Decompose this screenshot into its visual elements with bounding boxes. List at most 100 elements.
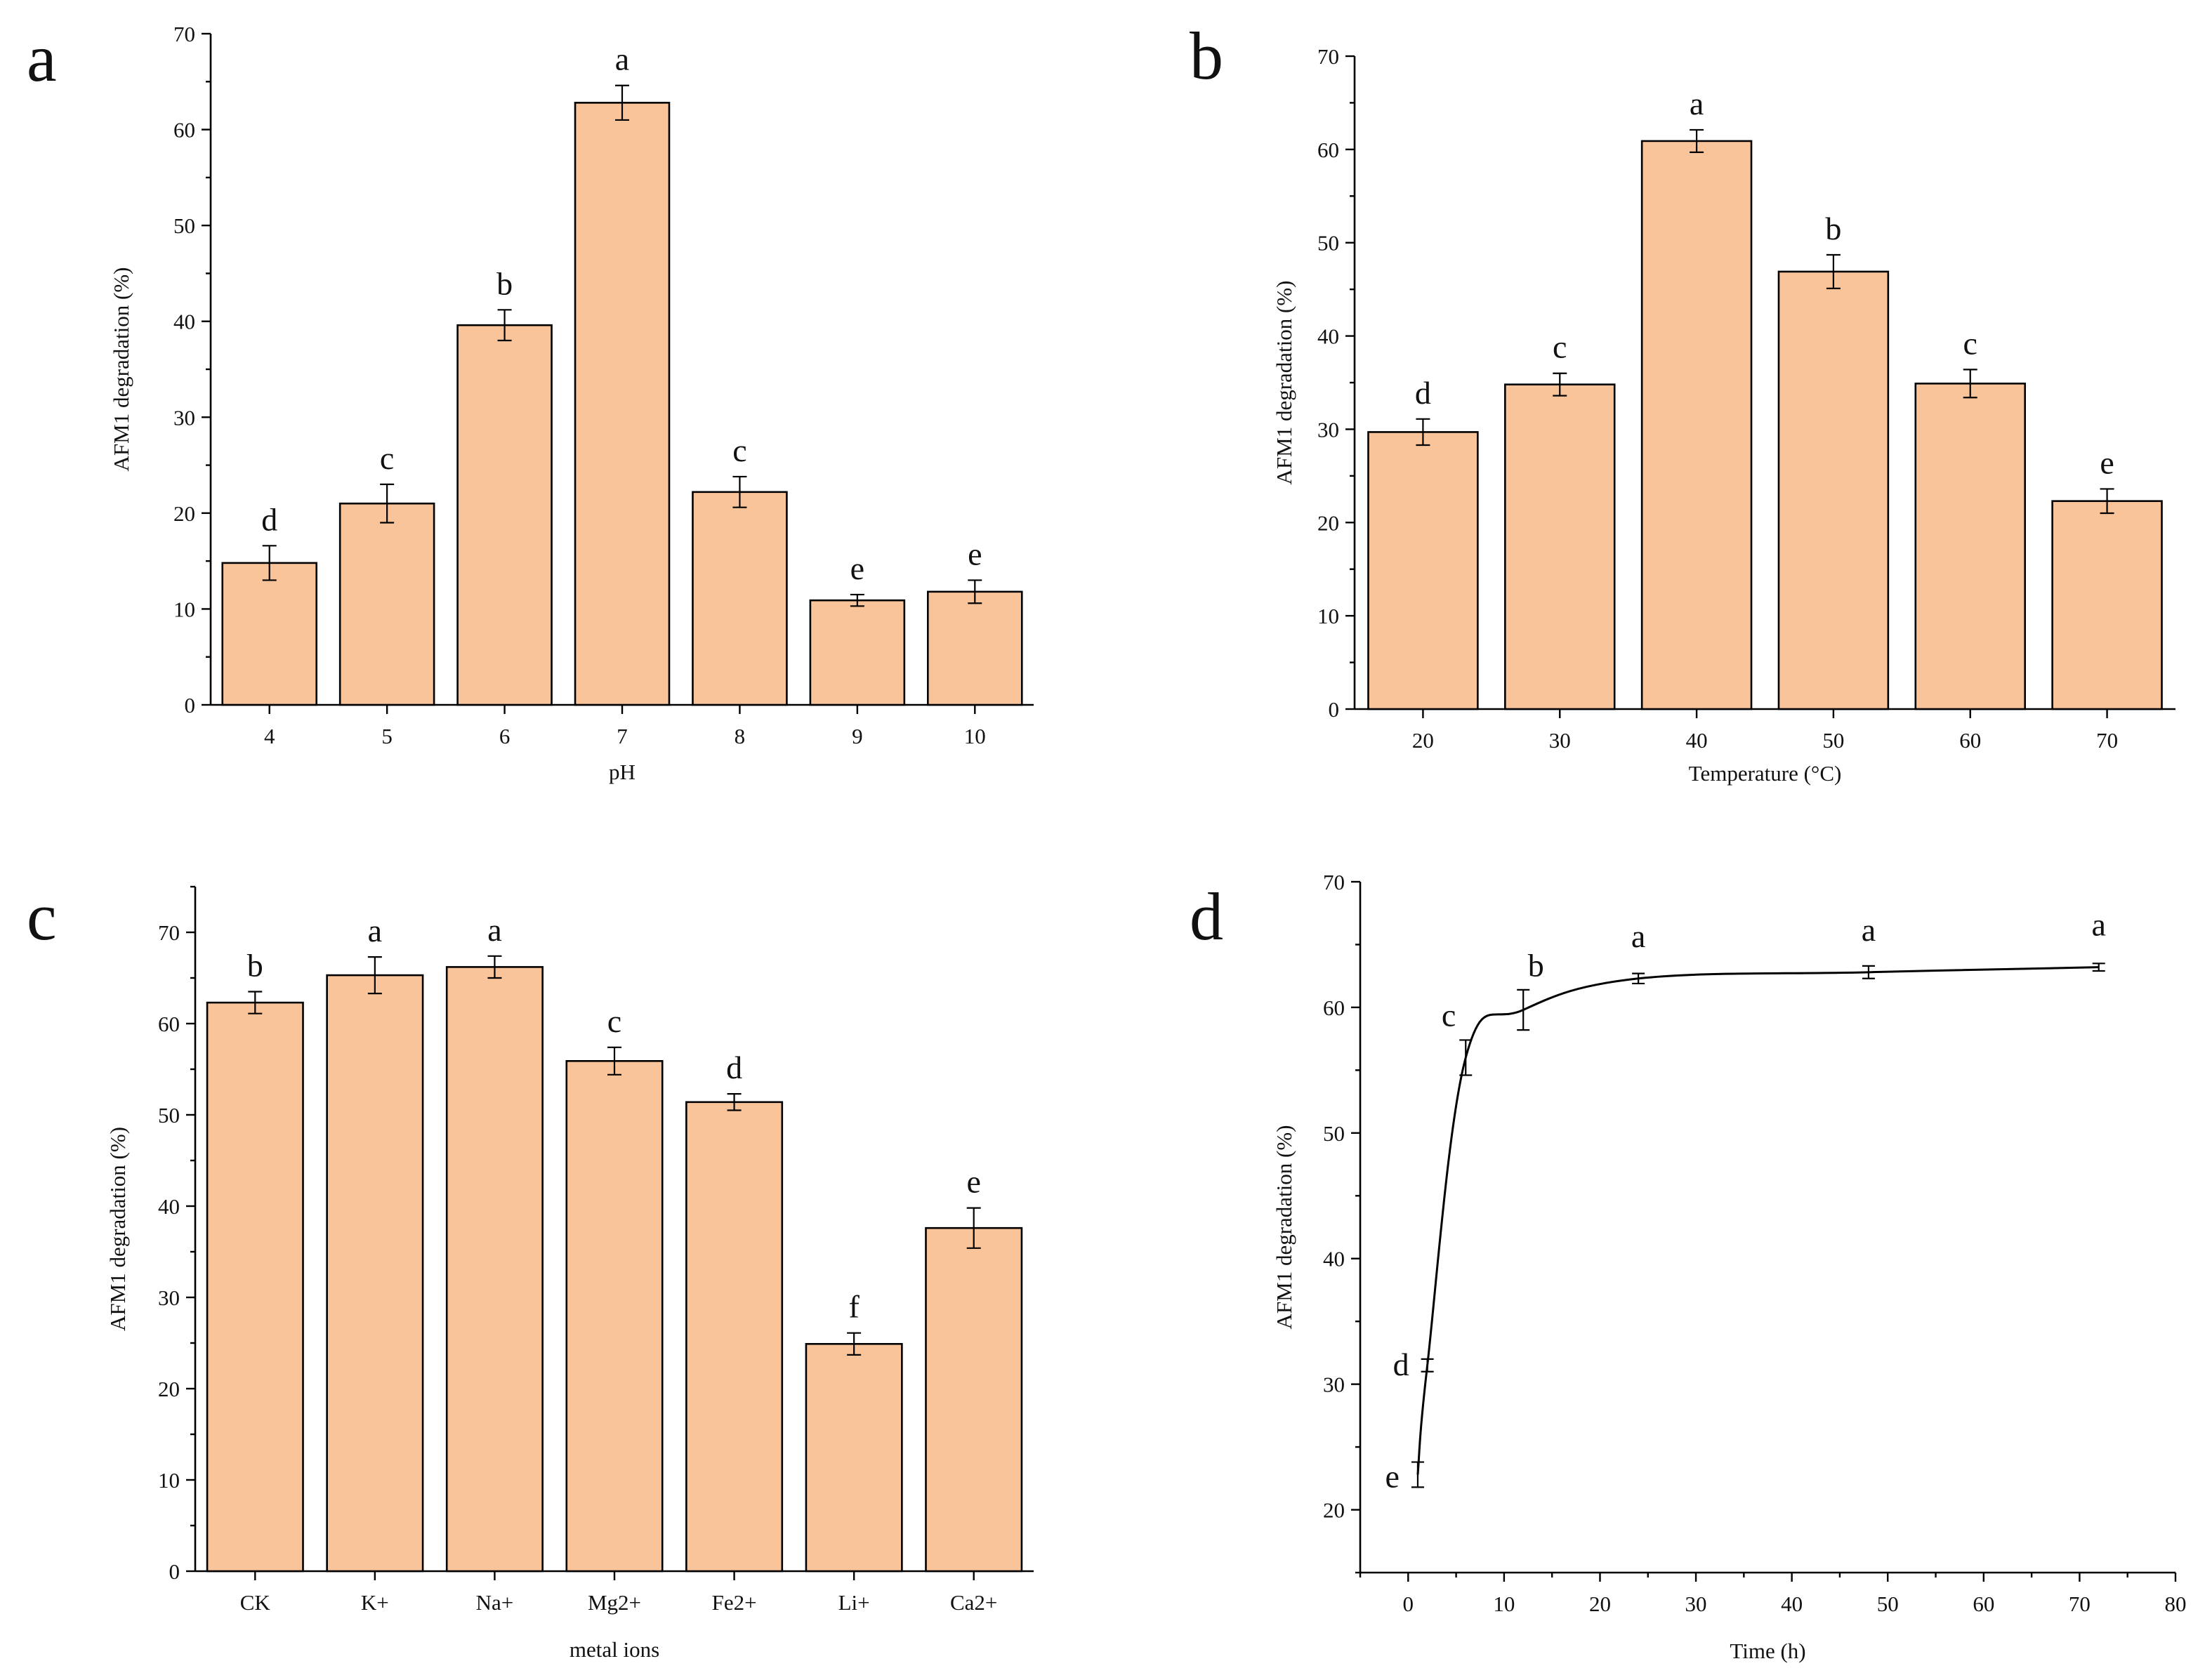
- bar-K+: [326, 974, 424, 1573]
- significance-letter: b: [496, 265, 513, 301]
- y-axis-label: AFM1 degradation (%): [1272, 281, 1296, 485]
- y-tick-label: 30: [158, 1285, 180, 1310]
- bar-Na+: [445, 966, 544, 1573]
- bar-6: [456, 324, 553, 706]
- bar-40: [1640, 140, 1753, 710]
- bar-7: [574, 102, 671, 706]
- y-axis-label: AFM1 degradation (%): [109, 267, 133, 472]
- significance-letter: c: [1553, 329, 1567, 365]
- y-tick-label: 0: [185, 693, 196, 717]
- y-axis-label: AFM1 degradation (%): [1272, 1125, 1296, 1330]
- y-tick-label: 70: [158, 920, 180, 945]
- x-tick-label: 4: [264, 724, 275, 748]
- significance-letter: a: [1862, 912, 1876, 948]
- significance-letter: e: [850, 550, 864, 586]
- y-tick-label: 30: [1323, 1373, 1345, 1397]
- x-tick-label: 30: [1549, 728, 1571, 753]
- y-tick-label: 70: [1317, 44, 1339, 69]
- x-tick-label: Mg2+: [588, 1590, 641, 1615]
- x-tick-label: K+: [361, 1590, 389, 1615]
- x-tick-label: 40: [1686, 728, 1708, 753]
- significance-letter: c: [380, 440, 394, 476]
- y-tick-label: 10: [173, 597, 195, 621]
- significance-letter: c: [1963, 325, 1977, 361]
- significance-letter: a: [487, 912, 501, 948]
- panel-letter: b: [1190, 18, 1223, 93]
- y-tick-label: 50: [1317, 231, 1339, 256]
- y-tick-label: 0: [169, 1559, 180, 1584]
- x-tick-label: 60: [1973, 1592, 1994, 1616]
- x-tick-label: 80: [2165, 1592, 2187, 1616]
- bar-9: [809, 599, 906, 706]
- panel-letter: c: [27, 879, 57, 954]
- bar-4: [221, 562, 317, 706]
- x-tick-label: 70: [2069, 1592, 2091, 1616]
- x-tick-label: CK: [240, 1590, 271, 1615]
- significance-letter: c: [1442, 997, 1456, 1033]
- x-tick-label: 5: [381, 724, 393, 748]
- significance-letter: e: [968, 536, 982, 571]
- x-tick-label: 40: [1781, 1592, 1803, 1616]
- significance-letter: e: [967, 1164, 981, 1200]
- y-tick-label: 50: [173, 213, 195, 238]
- x-tick-label: 8: [735, 724, 746, 748]
- bar-20: [1367, 431, 1479, 710]
- significance-letter: d: [1415, 375, 1431, 411]
- x-axis-label: pH: [609, 760, 636, 784]
- bar-CK: [206, 1001, 304, 1573]
- x-tick-label: 50: [1877, 1592, 1899, 1616]
- x-tick-label: 9: [852, 724, 863, 748]
- x-tick-label: 10: [1493, 1592, 1515, 1616]
- y-axis-label: AFM1 degradation (%): [105, 1127, 130, 1331]
- y-tick-label: 70: [173, 22, 195, 46]
- bar-60: [1914, 383, 2026, 710]
- x-tick-label: 70: [2096, 728, 2118, 753]
- significance-letter: e: [1385, 1458, 1400, 1494]
- y-tick-label: 20: [173, 501, 195, 526]
- bar-30: [1504, 383, 1616, 710]
- y-tick-label: 60: [158, 1012, 180, 1036]
- x-tick-label: 60: [1959, 728, 1981, 753]
- x-tick-label: Na+: [476, 1590, 514, 1615]
- x-axis-label: Time (h): [1730, 1639, 1805, 1663]
- x-tick-label: 10: [964, 724, 986, 748]
- x-tick-label: Li+: [838, 1590, 870, 1615]
- y-tick-label: 40: [173, 310, 195, 334]
- x-tick-label: 7: [617, 724, 628, 748]
- x-tick-label: 6: [499, 724, 511, 748]
- y-tick-label: 20: [1317, 510, 1339, 535]
- panel-d: d 20 30 40 50 60 70 Time (h) AFM1 degradation (%…: [1190, 870, 2187, 1663]
- y-tick-label: 60: [1317, 138, 1339, 162]
- y-tick-label: 50: [158, 1103, 180, 1127]
- x-tick-label: Fe2+: [712, 1590, 757, 1615]
- bar-70: [2051, 500, 2163, 710]
- y-tick-label: 50: [1323, 1121, 1345, 1146]
- y-tick-label: 40: [1323, 1247, 1345, 1271]
- x-axis-label: Temperature (°C): [1689, 761, 1842, 786]
- y-tick-label: 60: [173, 118, 195, 143]
- bar-8: [692, 491, 788, 706]
- x-axis-label: metal ions: [570, 1637, 659, 1662]
- significance-letter: d: [1393, 1347, 1409, 1382]
- bar-5: [338, 502, 435, 706]
- y-tick-label: 30: [1317, 417, 1339, 442]
- bar-Mg2+: [565, 1060, 664, 1573]
- significance-letter: a: [615, 41, 629, 77]
- bar-Ca2+: [925, 1226, 1023, 1573]
- panel-letter: a: [27, 20, 57, 95]
- panel-letter: d: [1190, 879, 1223, 954]
- bar-50: [1777, 270, 1890, 710]
- x-tick-label: 50: [1822, 728, 1844, 753]
- significance-letter: d: [726, 1050, 742, 1085]
- panel-a: a 0 10 20 30 40 50 60 70 pH AFM1 degradation (%) d 4…: [27, 20, 1034, 784]
- y-tick-label: 0: [1329, 697, 1340, 722]
- panel-c: c 0 10 20 30 40 50 60 70 metal ions AFM1 degradati…: [27, 879, 1034, 1662]
- bar-10: [927, 590, 1023, 706]
- x-tick-label: 20: [1412, 728, 1434, 753]
- y-tick-label: 20: [158, 1377, 180, 1401]
- y-tick-label: 20: [1323, 1498, 1345, 1523]
- significance-letter: a: [368, 913, 382, 948]
- x-tick-label: 30: [1685, 1592, 1707, 1616]
- bar-Li+: [805, 1343, 903, 1573]
- panel-b: b 0 10 20 30 40 50 60 70 Temperature (°C) AFM1 deg…: [1190, 18, 2175, 786]
